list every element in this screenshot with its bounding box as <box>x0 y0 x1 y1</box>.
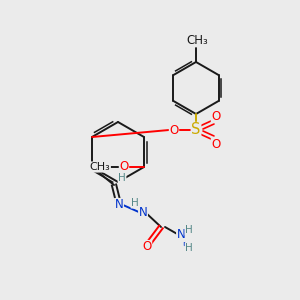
Text: N: N <box>115 199 123 212</box>
Text: N: N <box>139 206 147 220</box>
Text: O: O <box>119 160 129 173</box>
Text: O: O <box>212 110 220 122</box>
Text: S: S <box>191 122 201 137</box>
Text: H: H <box>185 225 193 235</box>
Text: H: H <box>131 198 139 208</box>
Text: N: N <box>177 229 185 242</box>
Text: O: O <box>212 137 220 151</box>
Text: H: H <box>118 173 126 183</box>
Text: CH₃: CH₃ <box>186 34 208 46</box>
Text: CH₃: CH₃ <box>90 162 110 172</box>
Text: H: H <box>185 243 193 253</box>
Text: O: O <box>169 124 178 136</box>
Text: O: O <box>142 241 152 254</box>
